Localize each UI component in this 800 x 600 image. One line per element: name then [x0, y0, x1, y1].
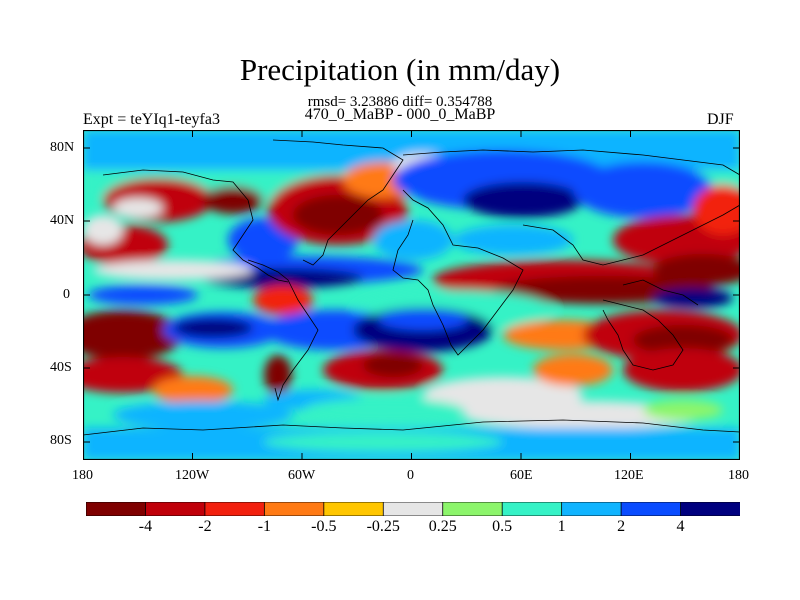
lon-tick-label: 0 [407, 468, 414, 483]
map-subtitle: 470_0_MaBP - 000_0_MaBP [304, 106, 496, 123]
colorbar-label: -2 [198, 518, 212, 535]
colorbar-swatch [442, 502, 504, 516]
colorbar-swatch [323, 502, 385, 516]
experiment-label: Expt = teYIq1-teyfa3 [83, 111, 220, 128]
season-label: DJF [707, 111, 734, 128]
colorbar-label: -0.25 [366, 518, 400, 535]
colorbar-label: 0.5 [492, 518, 513, 535]
colorbar [86, 502, 740, 516]
colorbar-swatch [680, 502, 740, 516]
lon-tick-label: 180 [72, 468, 93, 483]
lon-tick-label: 60E [510, 468, 533, 483]
precipitation-map [83, 130, 740, 460]
colorbar-swatch [86, 502, 147, 516]
colorbar-swatch [145, 502, 206, 516]
lon-tick-label: 120E [614, 468, 644, 483]
map-title: Precipitation (in mm/day) [239, 52, 561, 87]
colorbar-swatch [263, 502, 325, 516]
axis-ticks [83, 130, 740, 460]
lon-tick-label: 120W [175, 468, 210, 483]
colorbar-label: 4 [676, 518, 685, 535]
lat-tick-label: 0 [63, 287, 70, 302]
lon-tick-label: 180 [728, 468, 749, 483]
lat-tick-label: 80S [50, 433, 72, 448]
lat-tick-label: 80N [50, 140, 75, 155]
colorbar-swatch [382, 502, 444, 516]
rmsd-diff-stats: rmsd= 3.23886 diff= 0.354788 [307, 94, 493, 110]
colorbar-label: -1 [257, 518, 272, 535]
colorbar-label: 1 [557, 518, 566, 535]
lat-tick-label: 40S [50, 360, 72, 375]
colorbar-swatch [620, 502, 682, 516]
colorbar-swatch [501, 502, 563, 516]
precipitation-field [83, 130, 740, 460]
colorbar-swatch [561, 502, 622, 516]
lon-tick-label: 60W [288, 468, 316, 483]
colorbar-swatch [204, 502, 266, 516]
coastlines [83, 139, 740, 436]
colorbar-label: -0.5 [311, 518, 337, 535]
colorbar-label: -4 [138, 518, 153, 535]
colorbar-label: 2 [617, 518, 626, 535]
colorbar-label: 0.25 [428, 518, 457, 535]
lat-tick-label: 40N [50, 213, 75, 228]
